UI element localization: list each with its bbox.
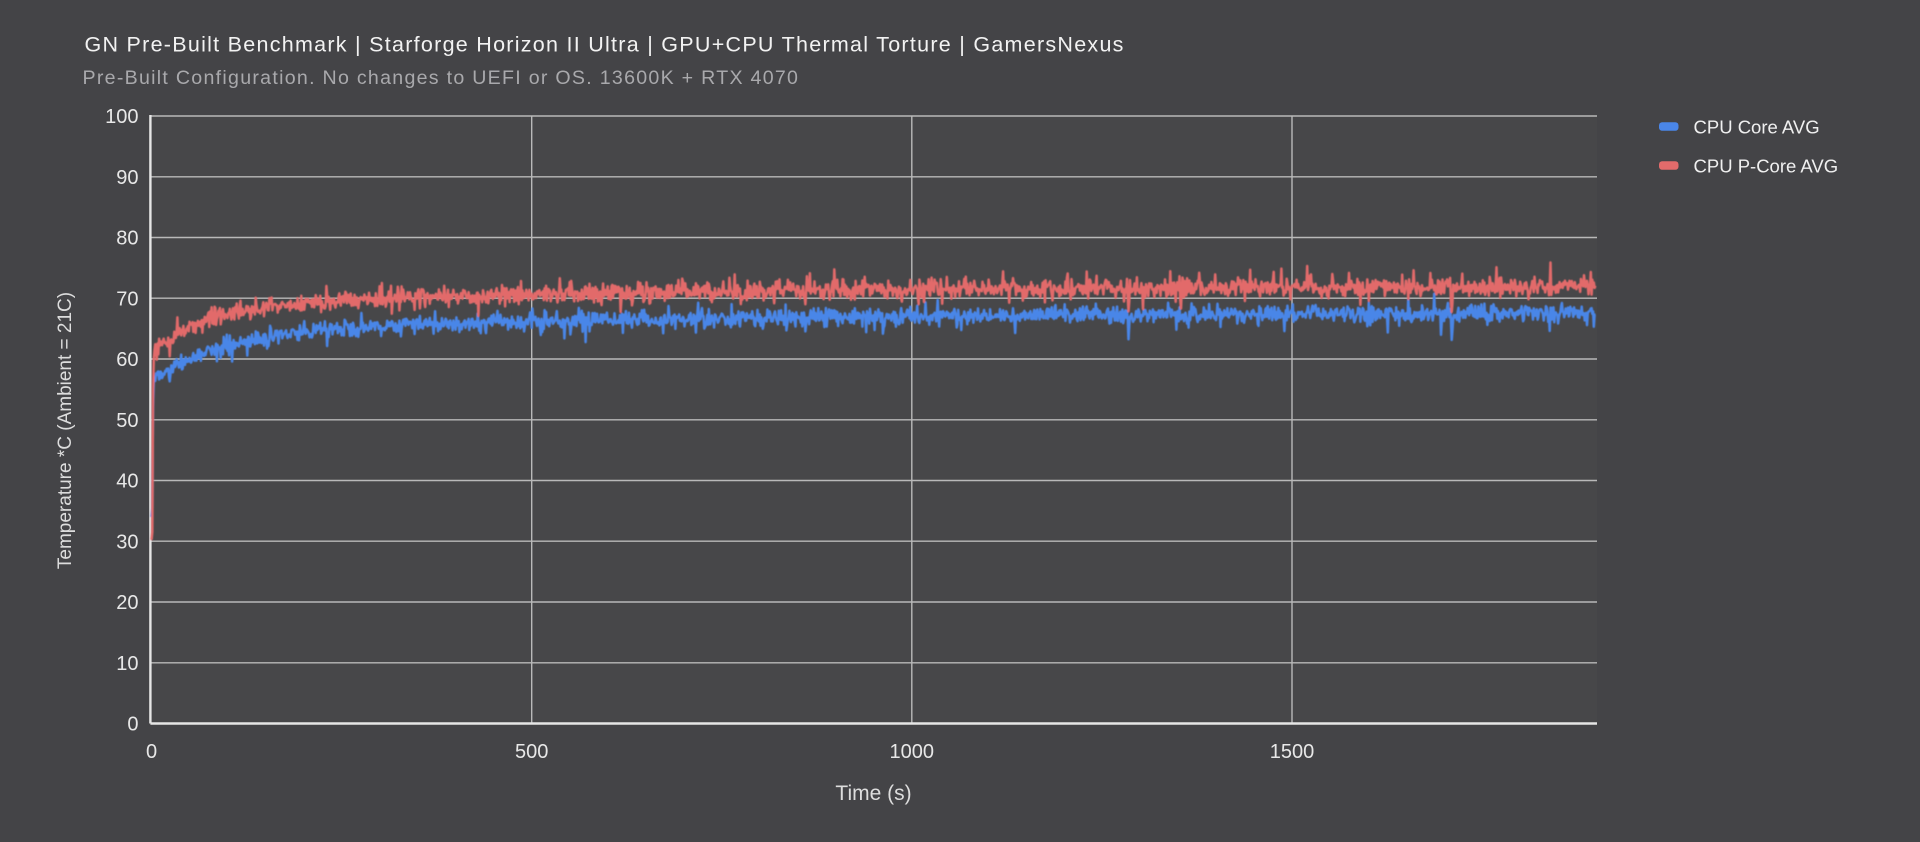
svg-text:100: 100 (105, 106, 138, 128)
svg-text:40: 40 (116, 471, 138, 493)
svg-text:CPU P-Core AVG: CPU P-Core AVG (1694, 155, 1839, 176)
svg-text:50: 50 (116, 410, 138, 432)
svg-text:1000: 1000 (890, 741, 935, 763)
svg-text:90: 90 (116, 167, 138, 189)
svg-text:GN Pre-Built Benchmark | Starf: GN Pre-Built Benchmark | Starforge Horiz… (85, 33, 1125, 57)
svg-text:500: 500 (515, 741, 548, 763)
svg-text:30: 30 (116, 532, 138, 554)
svg-text:60: 60 (116, 349, 138, 371)
svg-text:1500: 1500 (1270, 741, 1315, 763)
svg-text:CPU Core AVG: CPU Core AVG (1694, 116, 1820, 137)
svg-text:Pre-Built Configuration. No ch: Pre-Built Configuration. No changes to U… (83, 67, 800, 89)
svg-text:Temperature *C (Ambient = 21C): Temperature *C (Ambient = 21C) (55, 292, 76, 569)
svg-text:70: 70 (116, 288, 138, 310)
svg-text:20: 20 (116, 592, 138, 614)
svg-text:Time (s): Time (s) (835, 782, 911, 805)
svg-text:80: 80 (116, 228, 138, 250)
svg-text:0: 0 (146, 741, 157, 763)
svg-text:0: 0 (127, 714, 138, 736)
svg-text:10: 10 (116, 653, 138, 675)
